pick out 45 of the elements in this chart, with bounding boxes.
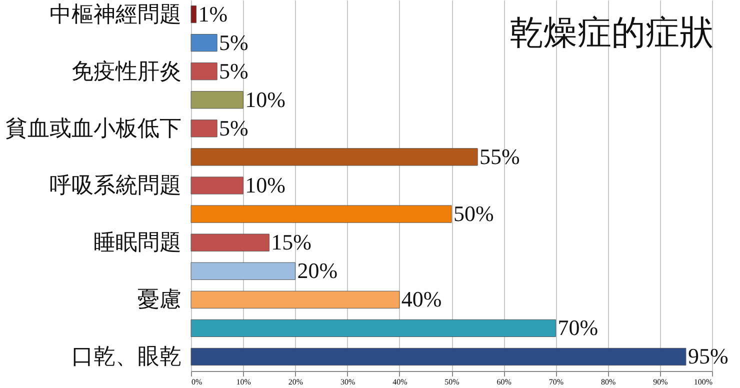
bar: [190, 34, 218, 52]
bar: [190, 262, 296, 280]
data-label: 20%: [297, 258, 338, 284]
bar: [190, 234, 270, 252]
data-label: 5%: [219, 115, 248, 140]
x-tick-label: 60%: [496, 378, 512, 386]
bar: [190, 205, 452, 223]
y-tick-label: 睡眠問題: [94, 230, 182, 255]
y-tick-label: 呼吸系統問題: [50, 172, 182, 198]
data-label: 1%: [198, 1, 228, 26]
data-label: 5%: [219, 58, 248, 84]
data-label: 40%: [401, 286, 442, 312]
y-tick-label: 中樞神經問題: [50, 1, 182, 26]
y-tick-label: 貧血或血小板低下: [6, 115, 182, 140]
y-tick-label: 免疫性肝炎: [72, 58, 182, 84]
x-tick-label: 10%: [236, 378, 252, 386]
data-label: 15%: [271, 230, 312, 255]
y-tick-label: 憂慮: [138, 286, 182, 312]
x-tick-label: 80%: [600, 378, 616, 386]
x-tick-label: 70%: [548, 378, 564, 386]
x-tick-label: 50%: [444, 378, 460, 386]
bar: [190, 5, 196, 24]
data-label: 70%: [558, 315, 598, 340]
data-label: 95%: [688, 344, 728, 369]
bar: [190, 176, 244, 194]
chart-title: 乾燥症的症狀: [509, 15, 714, 52]
bar: [190, 348, 686, 366]
data-label: 50%: [454, 201, 494, 226]
x-tick-label: 90%: [653, 378, 668, 386]
x-tick-label: 100%: [694, 378, 713, 386]
x-tick-label: 30%: [340, 378, 356, 386]
bar: [190, 290, 400, 308]
bar: [190, 148, 478, 166]
bar: [190, 319, 556, 338]
y-tick-label: 口乾、眼乾: [72, 344, 182, 369]
bar: [190, 120, 218, 138]
bar: [190, 62, 218, 80]
x-tick-label: 40%: [392, 378, 408, 386]
data-label: 10%: [245, 172, 286, 198]
x-tick-label: 20%: [288, 378, 304, 386]
data-label: 10%: [245, 86, 286, 112]
x-tick-label: 0%: [192, 378, 202, 386]
data-label: 5%: [219, 30, 248, 55]
bar: [190, 91, 244, 109]
data-label: 55%: [480, 144, 520, 169]
